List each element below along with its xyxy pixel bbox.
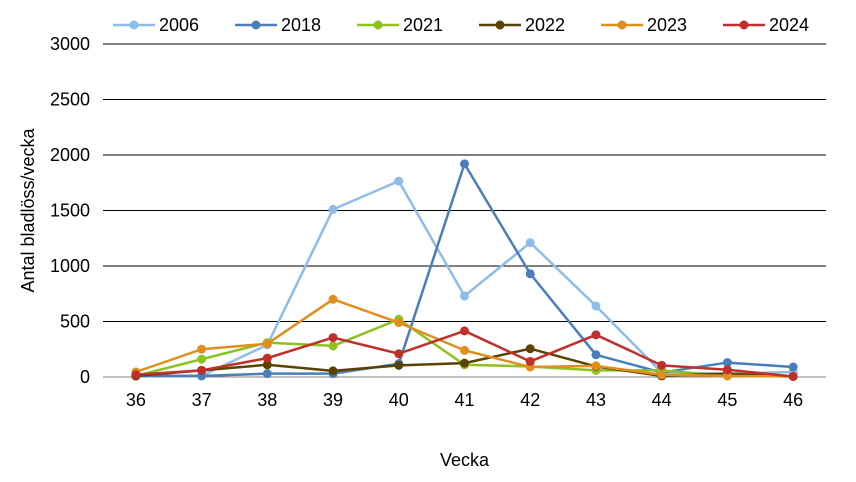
x-axis-title: Vecka xyxy=(440,450,490,470)
y-tick-label: 1000 xyxy=(50,256,90,276)
y-tick-label: 0 xyxy=(80,367,90,387)
x-tick-label: 46 xyxy=(783,390,803,410)
data-point-2024 xyxy=(131,370,141,380)
data-point-2022 xyxy=(328,366,338,376)
data-point-2006 xyxy=(394,176,404,186)
legend-item-2022: 2022 xyxy=(479,15,565,35)
series-2024 xyxy=(131,326,798,381)
legend-item-2006: 2006 xyxy=(113,15,199,35)
data-point-2006 xyxy=(460,291,469,301)
legend-marker-2024 xyxy=(739,20,749,30)
legend-label: 2024 xyxy=(769,15,809,35)
y-tick-label: 3000 xyxy=(50,34,90,54)
legend-label: 2022 xyxy=(525,15,565,35)
x-tick-label: 37 xyxy=(192,390,212,410)
x-tick-label: 39 xyxy=(323,390,343,410)
data-point-2022 xyxy=(525,344,535,354)
legend-marker-2006 xyxy=(129,20,139,30)
x-tick-label: 42 xyxy=(520,390,540,410)
x-axis-ticks: 36 37 38 39 40 41 42 43 44 45 46 xyxy=(126,390,803,410)
x-tick-label: 38 xyxy=(257,390,277,410)
data-point-2021 xyxy=(328,341,338,351)
data-point-2022 xyxy=(394,360,404,370)
x-tick-label: 40 xyxy=(389,390,409,410)
data-point-2006 xyxy=(525,238,535,248)
x-tick-label: 41 xyxy=(454,390,474,410)
legend-label: 2023 xyxy=(647,15,687,35)
data-point-2024 xyxy=(394,349,404,359)
data-point-2024 xyxy=(591,330,601,340)
data-point-2023 xyxy=(197,344,207,354)
y-axis-title: Antal bladlöss/vecka xyxy=(18,127,38,292)
data-point-2018 xyxy=(722,358,732,368)
data-point-2023 xyxy=(460,345,469,355)
data-point-2018 xyxy=(262,369,272,379)
data-point-2024 xyxy=(328,333,338,343)
data-point-2021 xyxy=(197,354,207,364)
y-tick-label: 500 xyxy=(60,312,90,332)
x-tick-label: 44 xyxy=(652,390,672,410)
y-tick-label: 2500 xyxy=(50,90,90,110)
legend-marker-2018 xyxy=(251,20,261,30)
data-point-2018 xyxy=(788,362,798,372)
series-line-2018 xyxy=(135,162,794,378)
gridlines xyxy=(103,43,826,322)
data-point-2018 xyxy=(460,159,469,169)
legend-label: 2018 xyxy=(281,15,321,35)
data-point-2018 xyxy=(591,350,601,360)
data-point-2024 xyxy=(525,356,535,366)
data-point-2022 xyxy=(262,360,272,370)
legend-item-2021: 2021 xyxy=(357,15,443,35)
data-point-2024 xyxy=(197,365,207,375)
series-group xyxy=(131,159,798,381)
data-point-2023 xyxy=(591,361,601,371)
data-point-2024 xyxy=(722,365,732,375)
legend-item-2018: 2018 xyxy=(235,15,321,35)
x-tick-label: 43 xyxy=(586,390,606,410)
legend-item-2024: 2024 xyxy=(723,15,809,35)
legend-marker-2022 xyxy=(495,20,505,30)
legend-marker-2023 xyxy=(617,20,627,30)
data-point-2006 xyxy=(591,301,601,311)
data-point-2006 xyxy=(328,204,338,214)
data-point-2024 xyxy=(657,360,667,370)
data-point-2022 xyxy=(460,358,469,368)
legend-marker-2021 xyxy=(373,20,383,30)
data-point-2018 xyxy=(525,269,535,279)
x-tick-label: 36 xyxy=(126,390,146,410)
data-point-2024 xyxy=(460,326,469,336)
data-point-2023 xyxy=(328,294,338,304)
y-tick-label: 2000 xyxy=(50,145,90,165)
data-point-2023 xyxy=(262,339,272,349)
data-point-2024 xyxy=(262,353,272,363)
data-point-2023 xyxy=(657,370,667,380)
legend-label: 2021 xyxy=(403,15,443,35)
y-axis-ticks: 0 500 1000 1500 2000 2500 3000 xyxy=(50,34,90,387)
data-point-2023 xyxy=(394,318,404,328)
data-point-2024 xyxy=(788,371,798,381)
legend-item-2023: 2023 xyxy=(601,15,687,35)
y-tick-label: 1500 xyxy=(50,201,90,221)
x-tick-label: 45 xyxy=(717,390,737,410)
legend: 2006 2018 2021 2022 2023 2024 xyxy=(113,15,809,35)
legend-label: 2006 xyxy=(159,15,199,35)
